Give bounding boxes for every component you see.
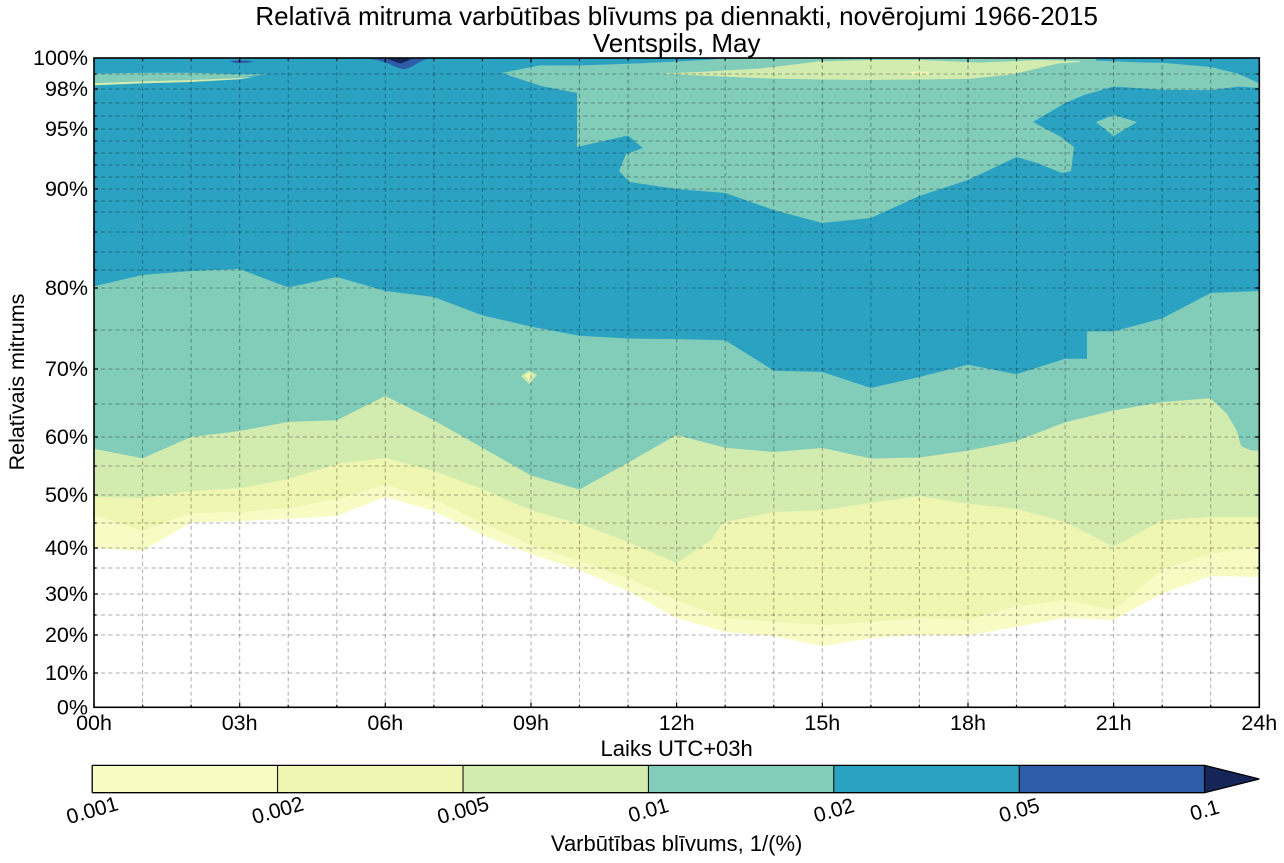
svg-text:00h: 00h bbox=[76, 711, 112, 735]
svg-text:70%: 70% bbox=[45, 357, 88, 381]
svg-text:Varbūtības blīvums, 1/(%): Varbūtības blīvums, 1/(%) bbox=[551, 831, 802, 856]
svg-text:Relatīvā mitruma varbūtības bl: Relatīvā mitruma varbūtības blīvums pa d… bbox=[255, 1, 1098, 31]
svg-text:20%: 20% bbox=[45, 623, 88, 647]
svg-text:12h: 12h bbox=[659, 711, 695, 735]
svg-text:03h: 03h bbox=[222, 711, 258, 735]
svg-text:15h: 15h bbox=[804, 711, 840, 735]
svg-text:06h: 06h bbox=[367, 711, 403, 735]
svg-text:60%: 60% bbox=[45, 425, 88, 449]
svg-text:21h: 21h bbox=[1096, 711, 1132, 735]
svg-text:10%: 10% bbox=[45, 661, 88, 685]
svg-text:Ventspils, May: Ventspils, May bbox=[593, 28, 761, 58]
svg-text:100%: 100% bbox=[33, 46, 88, 70]
svg-text:95%: 95% bbox=[45, 117, 88, 141]
svg-text:24h: 24h bbox=[1241, 711, 1277, 735]
svg-text:50%: 50% bbox=[45, 483, 88, 507]
svg-text:90%: 90% bbox=[45, 177, 88, 201]
svg-text:80%: 80% bbox=[45, 276, 88, 300]
svg-text:Relatīvais mitrums: Relatīvais mitrums bbox=[5, 294, 29, 471]
svg-text:30%: 30% bbox=[45, 582, 88, 606]
svg-text:09h: 09h bbox=[513, 711, 549, 735]
svg-text:18h: 18h bbox=[950, 711, 986, 735]
svg-text:Laiks UTC+03h: Laiks UTC+03h bbox=[601, 736, 753, 761]
svg-text:0%: 0% bbox=[57, 695, 88, 719]
svg-text:98%: 98% bbox=[45, 77, 88, 101]
svg-text:40%: 40% bbox=[45, 536, 88, 560]
